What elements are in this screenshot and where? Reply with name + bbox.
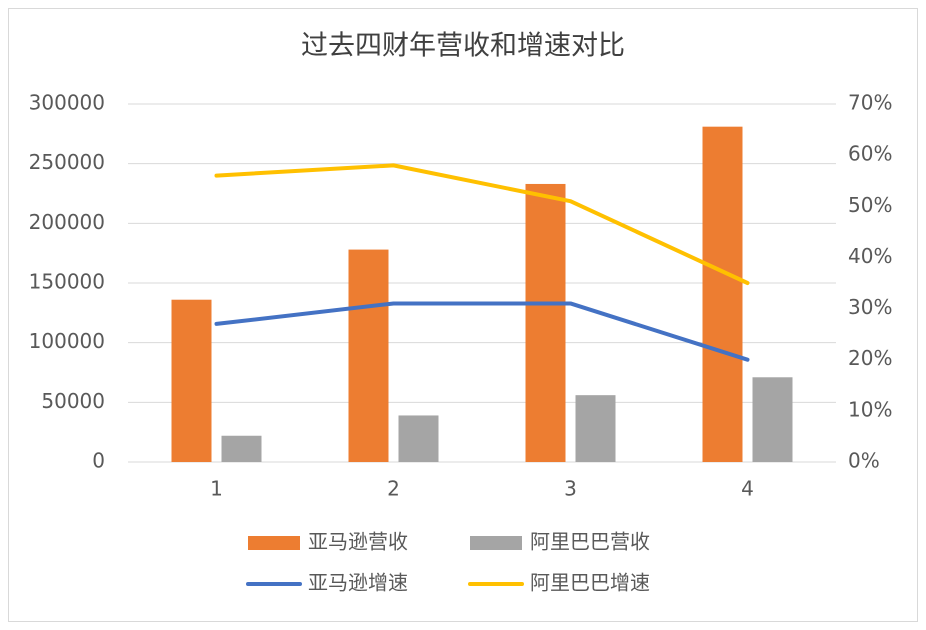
y2-tick-label: 50% — [848, 193, 892, 217]
y2-tick-label: 70% — [848, 91, 892, 115]
y-tick-label: 150000 — [29, 270, 105, 294]
bar — [348, 249, 389, 462]
line-series — [214, 163, 750, 285]
legend-label: 亚马逊增速 — [308, 571, 408, 595]
y2-tick-label: 40% — [848, 244, 892, 268]
x-tick-label: 2 — [387, 477, 400, 501]
legend-swatch — [470, 536, 522, 550]
line-series — [214, 301, 750, 362]
y-tick-label: 250000 — [29, 150, 105, 174]
y2-tick-label: 30% — [848, 295, 892, 319]
chart-border — [8, 8, 918, 622]
legend-swatch — [248, 536, 300, 550]
x-tick-label: 1 — [210, 477, 223, 501]
bar — [702, 126, 743, 462]
y2-tick-label: 60% — [848, 142, 892, 166]
bar — [752, 377, 793, 462]
y-tick-label: 50000 — [41, 389, 105, 413]
x-tick-label: 3 — [564, 477, 577, 501]
bar — [221, 435, 262, 462]
legend-label: 亚马逊营收 — [308, 530, 408, 554]
y2-tick-label: 20% — [848, 346, 892, 370]
x-tick-label: 4 — [741, 477, 754, 501]
bar — [171, 299, 212, 462]
y-tick-label: 100000 — [29, 329, 105, 353]
y-tick-label: 300000 — [29, 91, 105, 115]
y2-tick-label: 0% — [848, 449, 880, 473]
chart-title: 过去四财年营收和增速对比 — [301, 31, 625, 62]
y-tick-label: 200000 — [29, 210, 105, 234]
bar — [398, 415, 439, 462]
y-tick-label: 0 — [92, 449, 105, 473]
legend-label: 阿里巴巴营收 — [530, 530, 650, 554]
bar — [525, 183, 566, 462]
y2-tick-label: 10% — [848, 397, 892, 421]
bar — [575, 395, 616, 462]
legend-label: 阿里巴巴增速 — [530, 571, 650, 595]
